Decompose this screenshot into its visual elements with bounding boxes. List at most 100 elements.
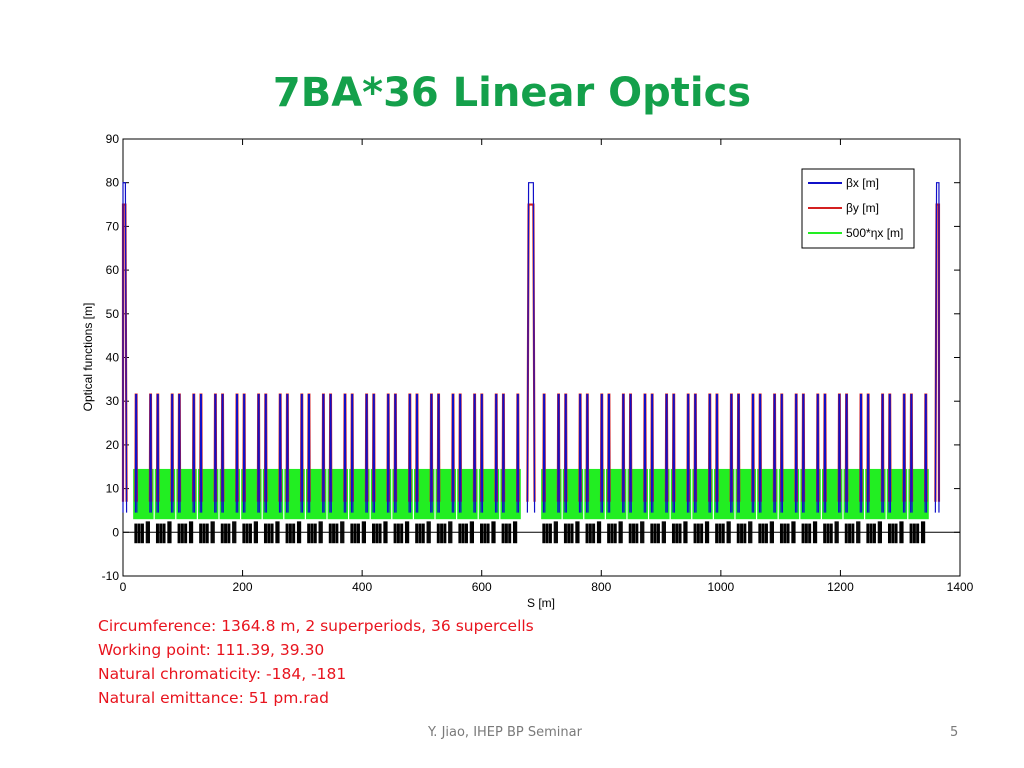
magnet: [718, 523, 722, 544]
magnet: [310, 523, 314, 544]
eta-cell: [133, 468, 154, 520]
magnet: [783, 523, 787, 544]
magnet: [267, 523, 271, 544]
magnet: [202, 523, 206, 544]
eta-cell: [435, 468, 457, 520]
page-number: 5: [950, 725, 959, 740]
magnet: [508, 523, 512, 544]
magnet: [632, 523, 636, 544]
magnet: [443, 523, 447, 544]
magnet: [826, 523, 830, 544]
eta-cell: [284, 468, 305, 520]
emittance-note: Natural emittance: 51 pm.rad: [98, 689, 329, 707]
magnet: [486, 523, 490, 544]
legend-label: βy [m]: [846, 201, 879, 215]
y-tick-label: 30: [106, 394, 120, 408]
eta-cell: [370, 468, 392, 520]
eta-cell: [605, 468, 627, 520]
eta-cell: [908, 468, 929, 520]
magnet: [140, 523, 144, 544]
legend: βx [m] βy [m] 500*ηx [m]: [801, 168, 915, 249]
y-tick-label: 0: [112, 525, 119, 539]
magnet: [844, 523, 848, 544]
magnet: [270, 523, 274, 544]
magnet: [288, 523, 292, 544]
x-tick-label: 1200: [827, 580, 854, 594]
x-tick-label: 1400: [947, 580, 974, 594]
magnet: [328, 523, 332, 544]
magnet: [440, 523, 444, 544]
magnet: [545, 523, 549, 544]
magnet: [159, 523, 163, 544]
eta-cell: [649, 468, 670, 520]
eta-cell: [176, 468, 197, 520]
magnet: [715, 523, 719, 544]
magnet: [184, 523, 188, 544]
eta-cell: [154, 468, 176, 520]
eta-cell: [241, 468, 262, 520]
magnet: [263, 523, 267, 544]
eta-cell: [305, 468, 327, 520]
eta-cell: [670, 468, 692, 520]
eta-cell: [392, 468, 413, 520]
series-betax: [122, 182, 940, 513]
chromaticity-note: Natural chromaticity: -184, -181: [98, 665, 347, 683]
magnet: [353, 523, 357, 544]
slide-footer: Y. Jiao, IHEP BP Seminar: [428, 725, 582, 740]
eta-cell: [584, 468, 605, 520]
eta-cell: [843, 468, 864, 520]
lattice-magnets: [123, 521, 960, 544]
magnet: [285, 523, 289, 544]
magnet: [421, 523, 425, 544]
magnet: [224, 523, 228, 544]
magnet: [588, 523, 592, 544]
magnet: [585, 523, 589, 544]
magnet: [909, 523, 913, 544]
magnet: [242, 523, 246, 544]
magnet: [180, 523, 184, 544]
magnet: [779, 523, 783, 544]
magnet: [743, 523, 747, 544]
magnet: [162, 523, 166, 544]
magnet: [400, 523, 404, 544]
magnet: [808, 523, 812, 544]
magnet: [375, 523, 379, 544]
working-point-note: Working point: 111.39, 39.30: [98, 641, 325, 659]
eta-cell: [500, 468, 521, 520]
eta-cell: [800, 468, 821, 520]
magnet: [393, 523, 397, 544]
magnet: [592, 523, 596, 544]
magnet: [245, 523, 249, 544]
magnet: [866, 523, 870, 544]
magnet: [461, 523, 465, 544]
magnet: [869, 523, 873, 544]
magnet: [567, 523, 571, 544]
magnet: [483, 523, 487, 544]
circumference-note: Circumference: 1364.8 m, 2 superperiods,…: [98, 617, 534, 635]
magnet: [504, 523, 508, 544]
eta-cell: [713, 468, 735, 520]
magnet: [436, 523, 440, 544]
eta-cell: [413, 468, 435, 520]
magnet: [307, 523, 311, 544]
eta-cell: [735, 468, 756, 520]
magnet: [137, 523, 141, 544]
magnet: [851, 523, 855, 544]
magnet: [570, 523, 574, 544]
magnet: [894, 523, 898, 544]
magnet: [610, 523, 614, 544]
y-tick-label: 20: [106, 438, 120, 452]
magnet: [740, 523, 744, 544]
magnet: [758, 523, 762, 544]
magnet: [736, 523, 740, 544]
eta-cell: [197, 468, 219, 520]
y-tick-label: 10: [106, 482, 120, 496]
slide-title: 7BA*36 Linear Optics: [272, 70, 752, 116]
magnet: [823, 523, 827, 544]
magnet: [801, 523, 805, 544]
y-tick-label: 60: [106, 263, 120, 277]
y-tick-label: 80: [106, 176, 120, 190]
magnet: [220, 523, 224, 544]
magnet: [458, 523, 462, 544]
magnet: [548, 523, 552, 544]
